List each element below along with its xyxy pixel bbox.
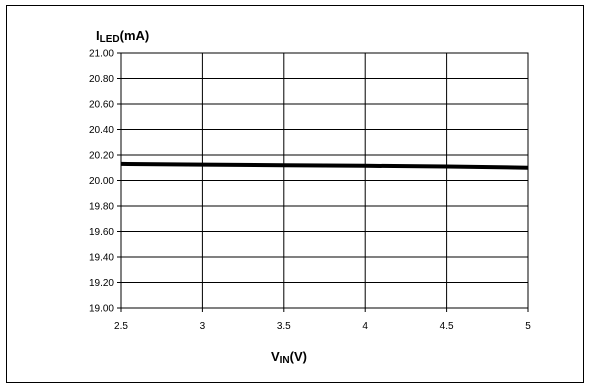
x-tick-label: 2.5 [114, 321, 128, 332]
y-tick-label: 20.20 [89, 151, 114, 162]
series-layer [120, 161, 529, 170]
y-tick-labels: 19.00 19.20 19.40 19.60 19.80 20.00 20.20 20.40… [89, 49, 114, 315]
x-tick-label: 3 [200, 321, 206, 332]
y-axis-title-main: I [96, 28, 100, 43]
y-tick-label: 19.20 [89, 278, 114, 289]
y-tick-label: 20.80 [89, 74, 114, 85]
x-axis-title-main: V [271, 349, 280, 364]
plot-area-border [120, 52, 529, 309]
y-tick-label: 21.00 [89, 49, 114, 60]
x-axis-title: VIN(V) [271, 349, 307, 366]
y-tick-label: 20.40 [89, 125, 114, 136]
y-tick-label: 19.80 [89, 202, 114, 213]
y-axis-title-unit: (mA) [120, 28, 150, 43]
y-axis-title-sub: LED [100, 34, 120, 45]
x-tick-label: 3.5 [277, 321, 291, 332]
y-tick-label: 19.00 [89, 304, 114, 315]
axes [117, 52, 529, 312]
x-tick-label: 4.5 [440, 321, 454, 332]
series-line-0 [120, 161, 529, 170]
chart-frame: 2.5 3 3.5 4 4.5 5 19.00 19.20 19.40 19.60 19.80 20… [6, 5, 584, 383]
grid [120, 52, 529, 309]
x-tick-label: 4 [362, 321, 368, 332]
y-tick-label: 19.40 [89, 253, 114, 264]
x-axis-title-sub: IN [280, 355, 290, 366]
y-tick-label: 20.00 [89, 176, 114, 187]
x-tick-label: 5 [525, 321, 531, 332]
line-chart: 2.5 3 3.5 4 4.5 5 19.00 19.20 19.40 19.60 19.80 20… [89, 28, 531, 366]
y-tick-label: 20.60 [89, 100, 114, 111]
y-axis-title: ILED(mA) [96, 28, 149, 45]
x-axis-title-unit: (V) [290, 349, 307, 364]
y-tick-label: 19.60 [89, 227, 114, 238]
x-tick-labels: 2.5 3 3.5 4 4.5 5 [114, 321, 531, 332]
